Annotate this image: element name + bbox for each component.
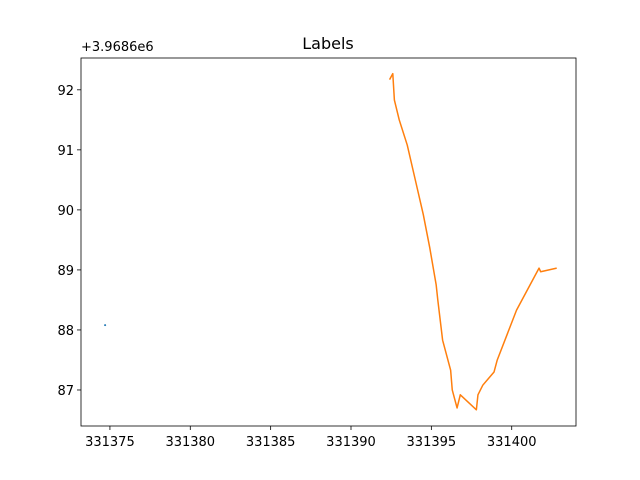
y-tick-label: 88 <box>57 324 74 339</box>
x-tick-label: 331375 <box>85 435 135 450</box>
y-offset-label: +3.9686e6 <box>81 40 154 55</box>
x-tick-label: 331380 <box>165 435 215 450</box>
y-tick-label: 87 <box>57 384 74 399</box>
y-tick-label: 89 <box>57 264 74 279</box>
data-point <box>104 324 107 327</box>
x-tick-label: 331395 <box>407 435 457 450</box>
y-tick-label: 91 <box>57 144 74 159</box>
plot-frame <box>80 57 577 427</box>
x-tick-label: 331385 <box>246 435 296 450</box>
data-line <box>388 72 557 411</box>
y-tick-label: 92 <box>57 84 74 99</box>
x-tick-label: 331390 <box>326 435 376 450</box>
y-tick-label: 90 <box>57 204 74 219</box>
chart-title: Labels <box>302 34 354 53</box>
x-tick-label: 331400 <box>487 435 537 450</box>
